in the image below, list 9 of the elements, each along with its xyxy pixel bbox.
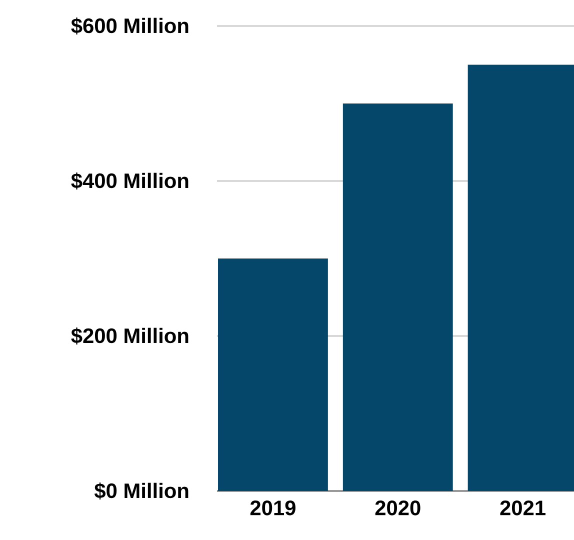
- bar: [342, 103, 453, 491]
- y-tick-label: $400 Million: [71, 172, 188, 190]
- y-tick-label: $200 Million: [71, 327, 188, 345]
- x-tick-label: 2020: [375, 500, 420, 516]
- y-tick-label: $0 Million: [94, 482, 188, 500]
- x-tick-label: 2021: [500, 500, 546, 516]
- bar: [218, 258, 328, 491]
- y-tick-label: $600 Million: [71, 17, 188, 35]
- x-tick-label: 2019: [250, 500, 296, 516]
